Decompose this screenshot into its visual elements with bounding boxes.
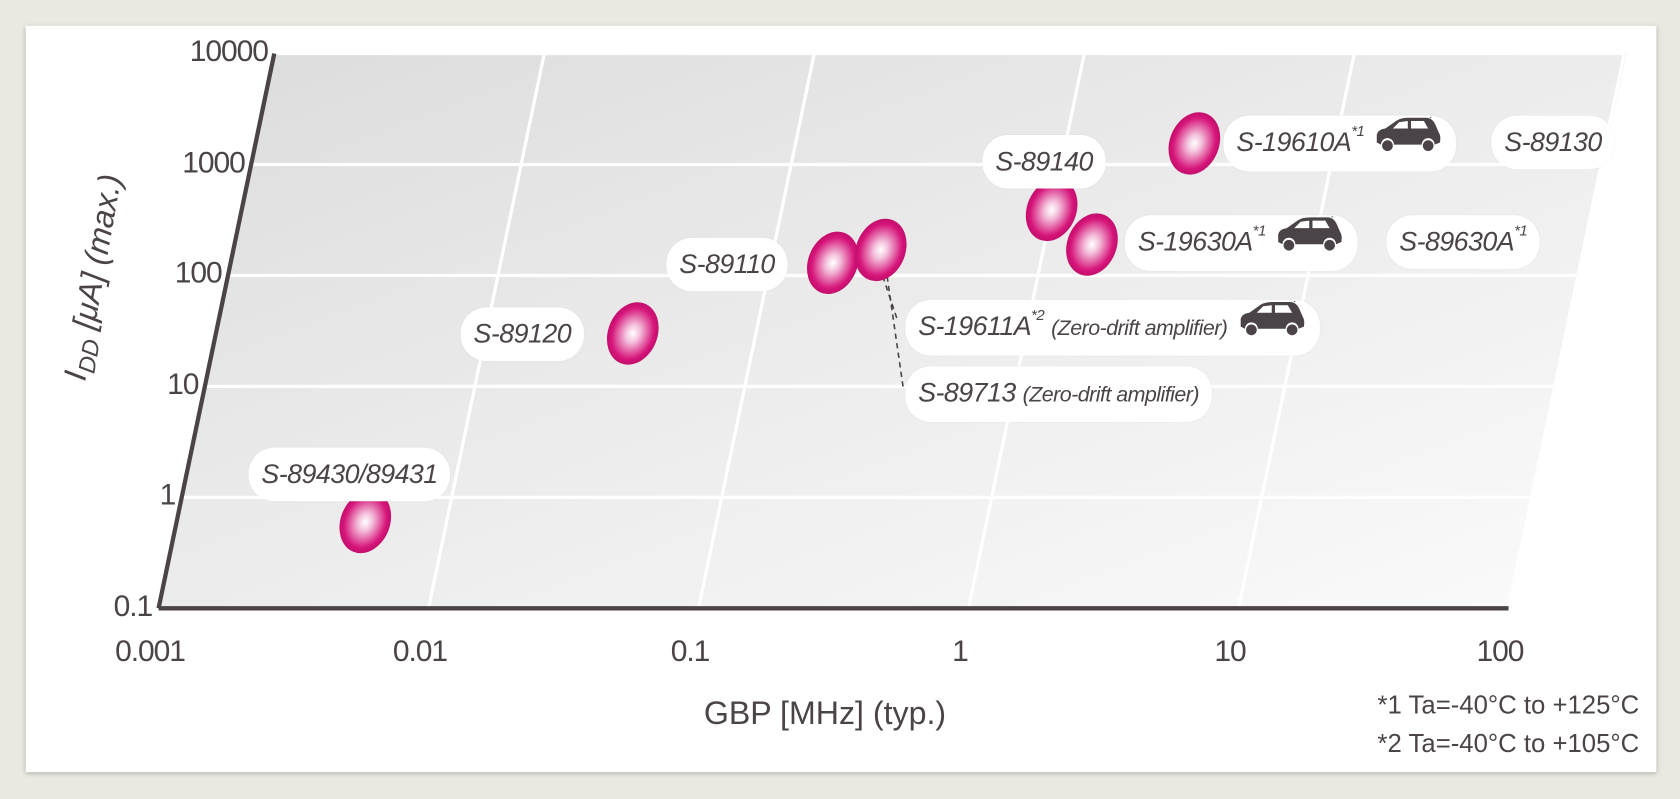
label-s-89713: S-89713 (Zero-drift amplifier) bbox=[905, 366, 1212, 422]
y-tick-label: 100 bbox=[174, 256, 223, 290]
data-point bbox=[606, 302, 659, 365]
x-tick-label: 0.001 bbox=[115, 634, 186, 668]
y-tick-label: 0.1 bbox=[113, 589, 154, 623]
y-tick-label: 10 bbox=[167, 367, 199, 401]
x-tick-label: 0.1 bbox=[670, 634, 711, 668]
y-tick-label: 1000 bbox=[182, 145, 246, 179]
footnote-1: *1 Ta=-40°C to +125°C bbox=[1377, 690, 1640, 720]
x-tick-label: 1 bbox=[952, 634, 969, 668]
data-point bbox=[1168, 112, 1221, 175]
data-point bbox=[854, 218, 907, 282]
car-icon bbox=[1236, 296, 1307, 356]
label-s-89140: S-89140 bbox=[982, 134, 1106, 189]
car-icon bbox=[1373, 112, 1444, 172]
label-s-19611a: S-19611A*2 (Zero-drift amplifier) bbox=[905, 296, 1320, 356]
data-point bbox=[1025, 178, 1078, 242]
data-point bbox=[1066, 213, 1118, 276]
data-point bbox=[807, 231, 859, 295]
y-axis-line bbox=[156, 53, 277, 609]
car-icon bbox=[1274, 211, 1345, 271]
label-s-89430: S-89430/89431 bbox=[248, 447, 451, 502]
x-tick-label: 100 bbox=[1476, 634, 1525, 668]
label-s-89130: S-89130 bbox=[1491, 115, 1615, 170]
y-tick-label: 1 bbox=[159, 478, 177, 512]
label-s-19630a: S-19630A*1 bbox=[1124, 211, 1358, 271]
label-s-19610a: S-19610A*1 bbox=[1223, 112, 1457, 172]
x-tick-label: 10 bbox=[1214, 634, 1246, 668]
label-s-89630a: S-89630A*1 bbox=[1386, 215, 1541, 269]
x-tick-label: 0.01 bbox=[392, 634, 448, 668]
footnote-2: *2 Ta=-40°C to +105°C bbox=[1377, 729, 1640, 759]
data-point bbox=[339, 490, 392, 554]
plot-plane bbox=[158, 53, 1627, 609]
y-tick-label: 10000 bbox=[189, 34, 269, 68]
label-s-89110: S-89110 bbox=[666, 237, 788, 292]
x-axis-label: GBP [MHz] (typ.) bbox=[703, 696, 947, 732]
label-s-89120: S-89120 bbox=[460, 307, 584, 361]
gridline-vertical bbox=[696, 53, 816, 609]
